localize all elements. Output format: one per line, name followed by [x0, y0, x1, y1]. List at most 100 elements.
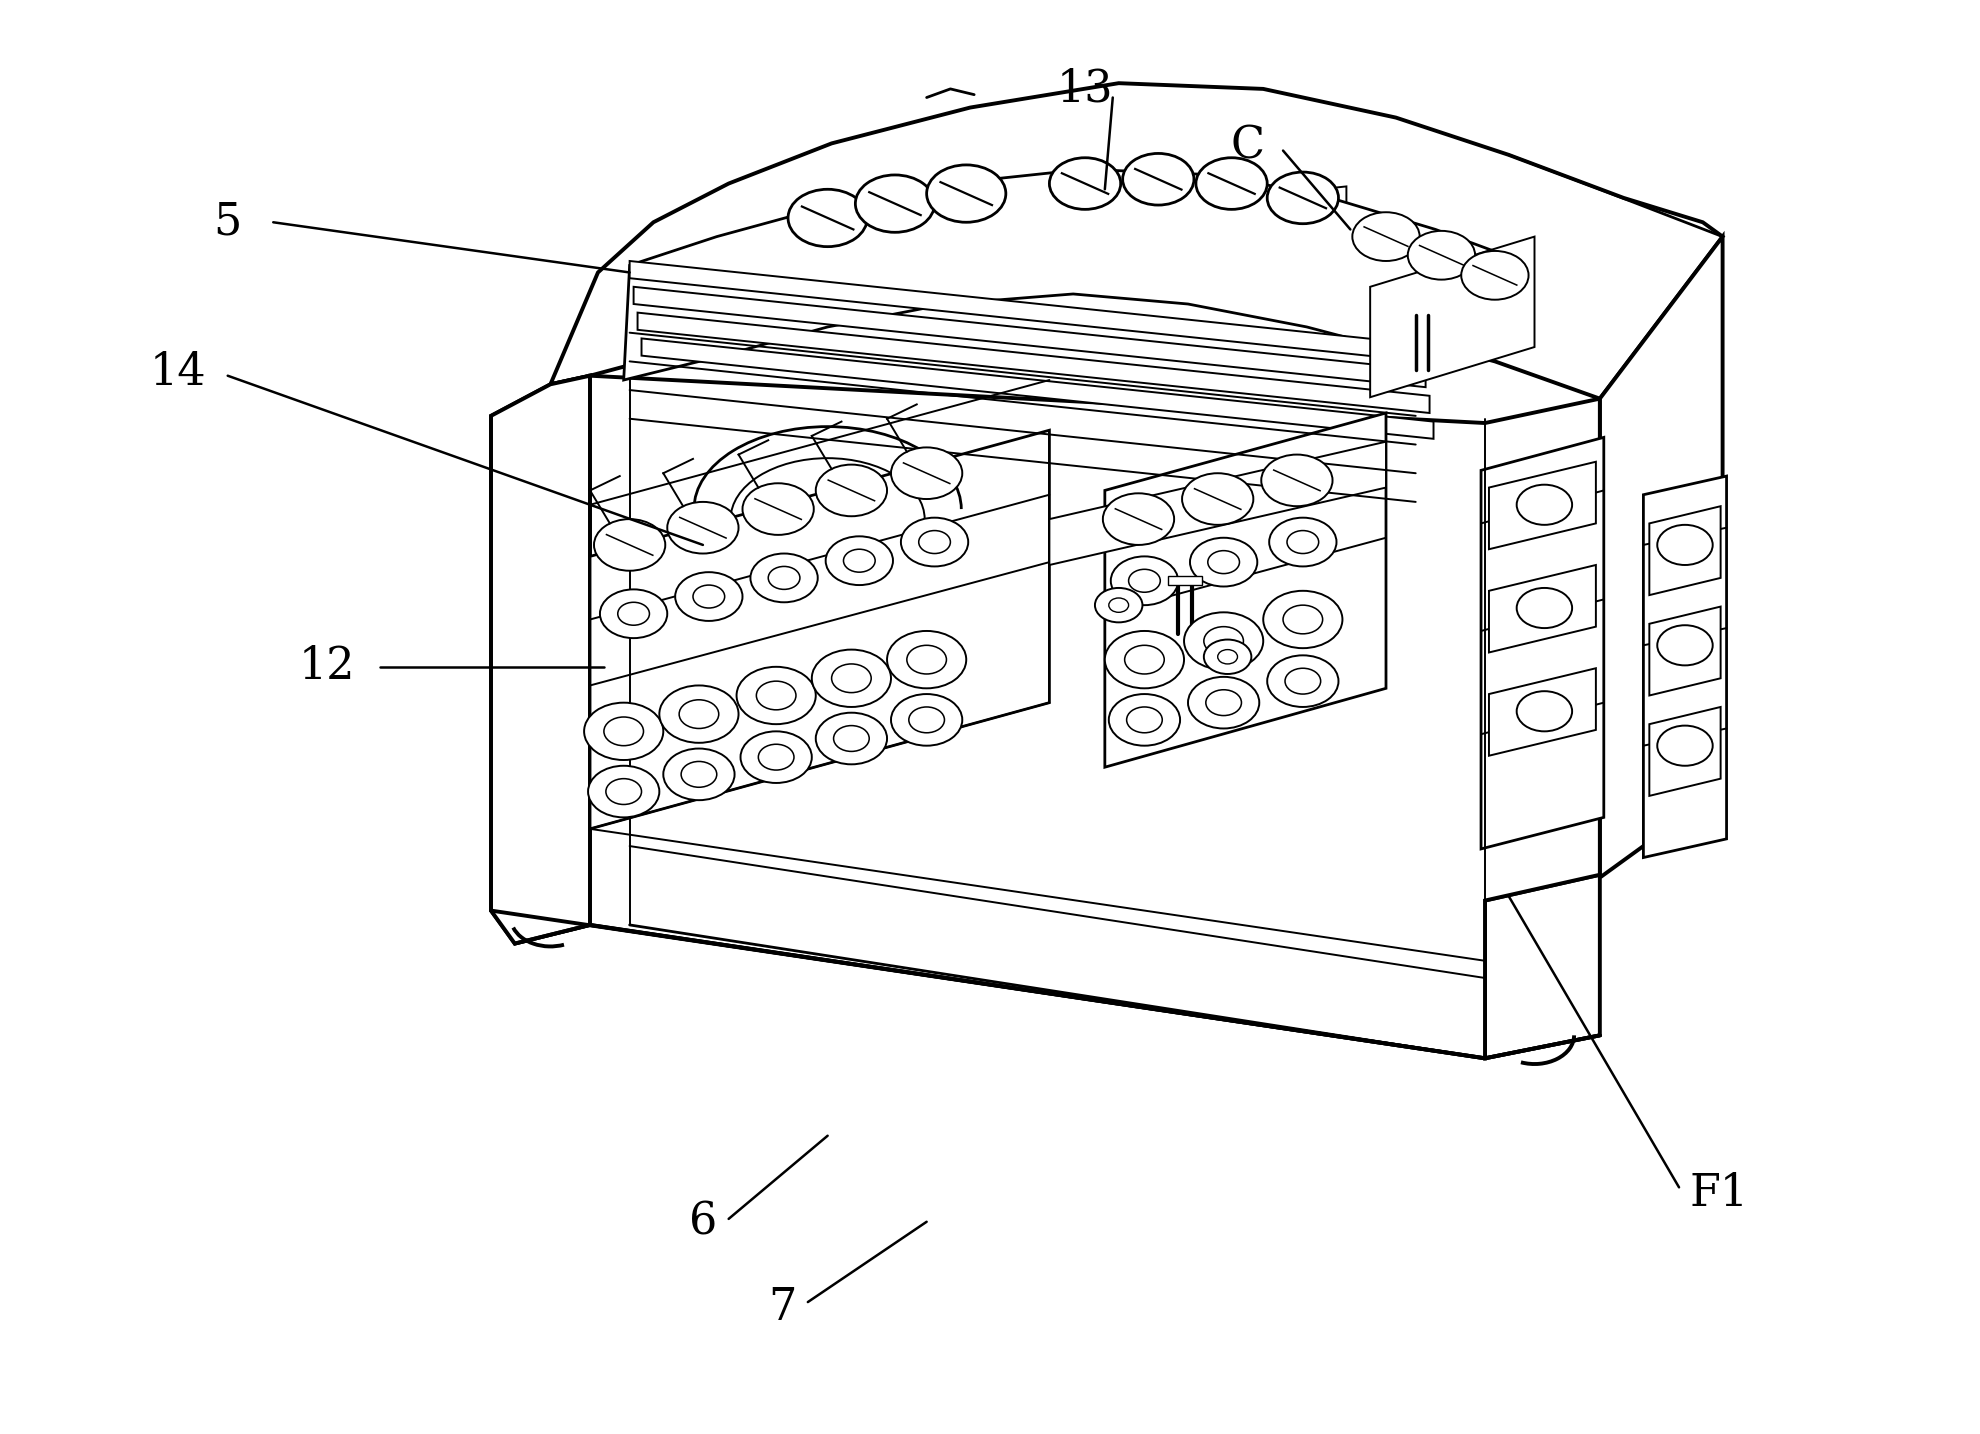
Text: 13: 13 — [1057, 67, 1113, 110]
Polygon shape — [634, 287, 1426, 387]
Circle shape — [1111, 556, 1178, 605]
Circle shape — [768, 566, 800, 589]
Circle shape — [1267, 655, 1338, 707]
Circle shape — [693, 585, 725, 608]
Polygon shape — [1049, 442, 1386, 565]
Circle shape — [606, 779, 642, 804]
Circle shape — [1517, 588, 1572, 628]
Circle shape — [1105, 631, 1184, 688]
Circle shape — [891, 694, 962, 746]
Circle shape — [855, 175, 935, 232]
Polygon shape — [1489, 565, 1596, 652]
Text: 6: 6 — [689, 1200, 717, 1243]
Polygon shape — [1489, 668, 1596, 756]
Circle shape — [1218, 650, 1238, 664]
Circle shape — [1283, 605, 1323, 634]
Circle shape — [618, 602, 649, 625]
Circle shape — [1263, 591, 1342, 648]
Circle shape — [812, 650, 891, 707]
Circle shape — [901, 518, 968, 566]
Polygon shape — [1643, 476, 1727, 858]
Circle shape — [1103, 493, 1174, 545]
Circle shape — [1206, 690, 1241, 716]
Circle shape — [588, 766, 659, 817]
Circle shape — [1657, 525, 1713, 565]
Polygon shape — [1105, 413, 1386, 767]
Circle shape — [1285, 668, 1321, 694]
Polygon shape — [491, 376, 590, 944]
Polygon shape — [491, 376, 590, 944]
Circle shape — [843, 549, 875, 572]
Circle shape — [758, 744, 794, 770]
Circle shape — [600, 589, 667, 638]
Circle shape — [1517, 691, 1572, 731]
Circle shape — [1287, 531, 1319, 554]
Circle shape — [1127, 707, 1162, 733]
Polygon shape — [1168, 576, 1202, 585]
Polygon shape — [792, 204, 1010, 287]
Polygon shape — [642, 338, 1434, 439]
Circle shape — [1184, 612, 1263, 670]
Circle shape — [741, 731, 812, 783]
Circle shape — [1204, 640, 1251, 674]
Circle shape — [1352, 212, 1420, 261]
Circle shape — [663, 749, 735, 800]
Circle shape — [887, 631, 966, 688]
Circle shape — [1109, 598, 1129, 612]
Circle shape — [1261, 455, 1333, 506]
Circle shape — [909, 707, 944, 733]
Circle shape — [1517, 485, 1572, 525]
Circle shape — [1208, 551, 1239, 574]
Polygon shape — [590, 430, 1049, 829]
Circle shape — [1188, 677, 1259, 728]
Text: F1: F1 — [1689, 1172, 1748, 1215]
Circle shape — [1196, 158, 1267, 209]
Polygon shape — [590, 376, 1600, 1058]
Circle shape — [681, 761, 717, 787]
Circle shape — [891, 447, 962, 499]
Circle shape — [594, 519, 665, 571]
Circle shape — [1408, 231, 1475, 280]
Polygon shape — [1049, 186, 1346, 258]
Circle shape — [1129, 569, 1160, 592]
Circle shape — [742, 483, 814, 535]
Circle shape — [816, 465, 887, 516]
Polygon shape — [1485, 237, 1723, 1058]
Circle shape — [1657, 726, 1713, 766]
Text: C: C — [1230, 125, 1265, 168]
Circle shape — [832, 664, 871, 693]
Circle shape — [907, 645, 946, 674]
Circle shape — [1182, 473, 1253, 525]
Polygon shape — [550, 83, 1723, 399]
Polygon shape — [1370, 237, 1534, 397]
Circle shape — [1190, 538, 1257, 587]
Polygon shape — [1649, 506, 1721, 595]
Text: 14: 14 — [150, 351, 206, 394]
Circle shape — [1269, 518, 1337, 566]
Circle shape — [919, 531, 950, 554]
Circle shape — [826, 536, 893, 585]
Polygon shape — [1489, 462, 1596, 549]
Circle shape — [659, 685, 739, 743]
Circle shape — [1049, 158, 1121, 209]
Polygon shape — [1649, 607, 1721, 695]
Circle shape — [1204, 627, 1243, 655]
Circle shape — [1125, 645, 1164, 674]
Circle shape — [604, 717, 644, 746]
Circle shape — [584, 703, 663, 760]
Text: 5: 5 — [214, 201, 242, 244]
Circle shape — [1095, 588, 1142, 622]
Polygon shape — [1481, 437, 1604, 849]
Circle shape — [675, 572, 742, 621]
Circle shape — [737, 667, 816, 724]
Circle shape — [1109, 694, 1180, 746]
Circle shape — [816, 713, 887, 764]
Circle shape — [756, 681, 796, 710]
Circle shape — [750, 554, 818, 602]
Polygon shape — [1649, 707, 1721, 796]
Text: 12: 12 — [299, 645, 354, 688]
Circle shape — [1267, 172, 1338, 224]
Circle shape — [788, 189, 867, 247]
Circle shape — [927, 165, 1006, 222]
Text: 7: 7 — [768, 1286, 796, 1329]
